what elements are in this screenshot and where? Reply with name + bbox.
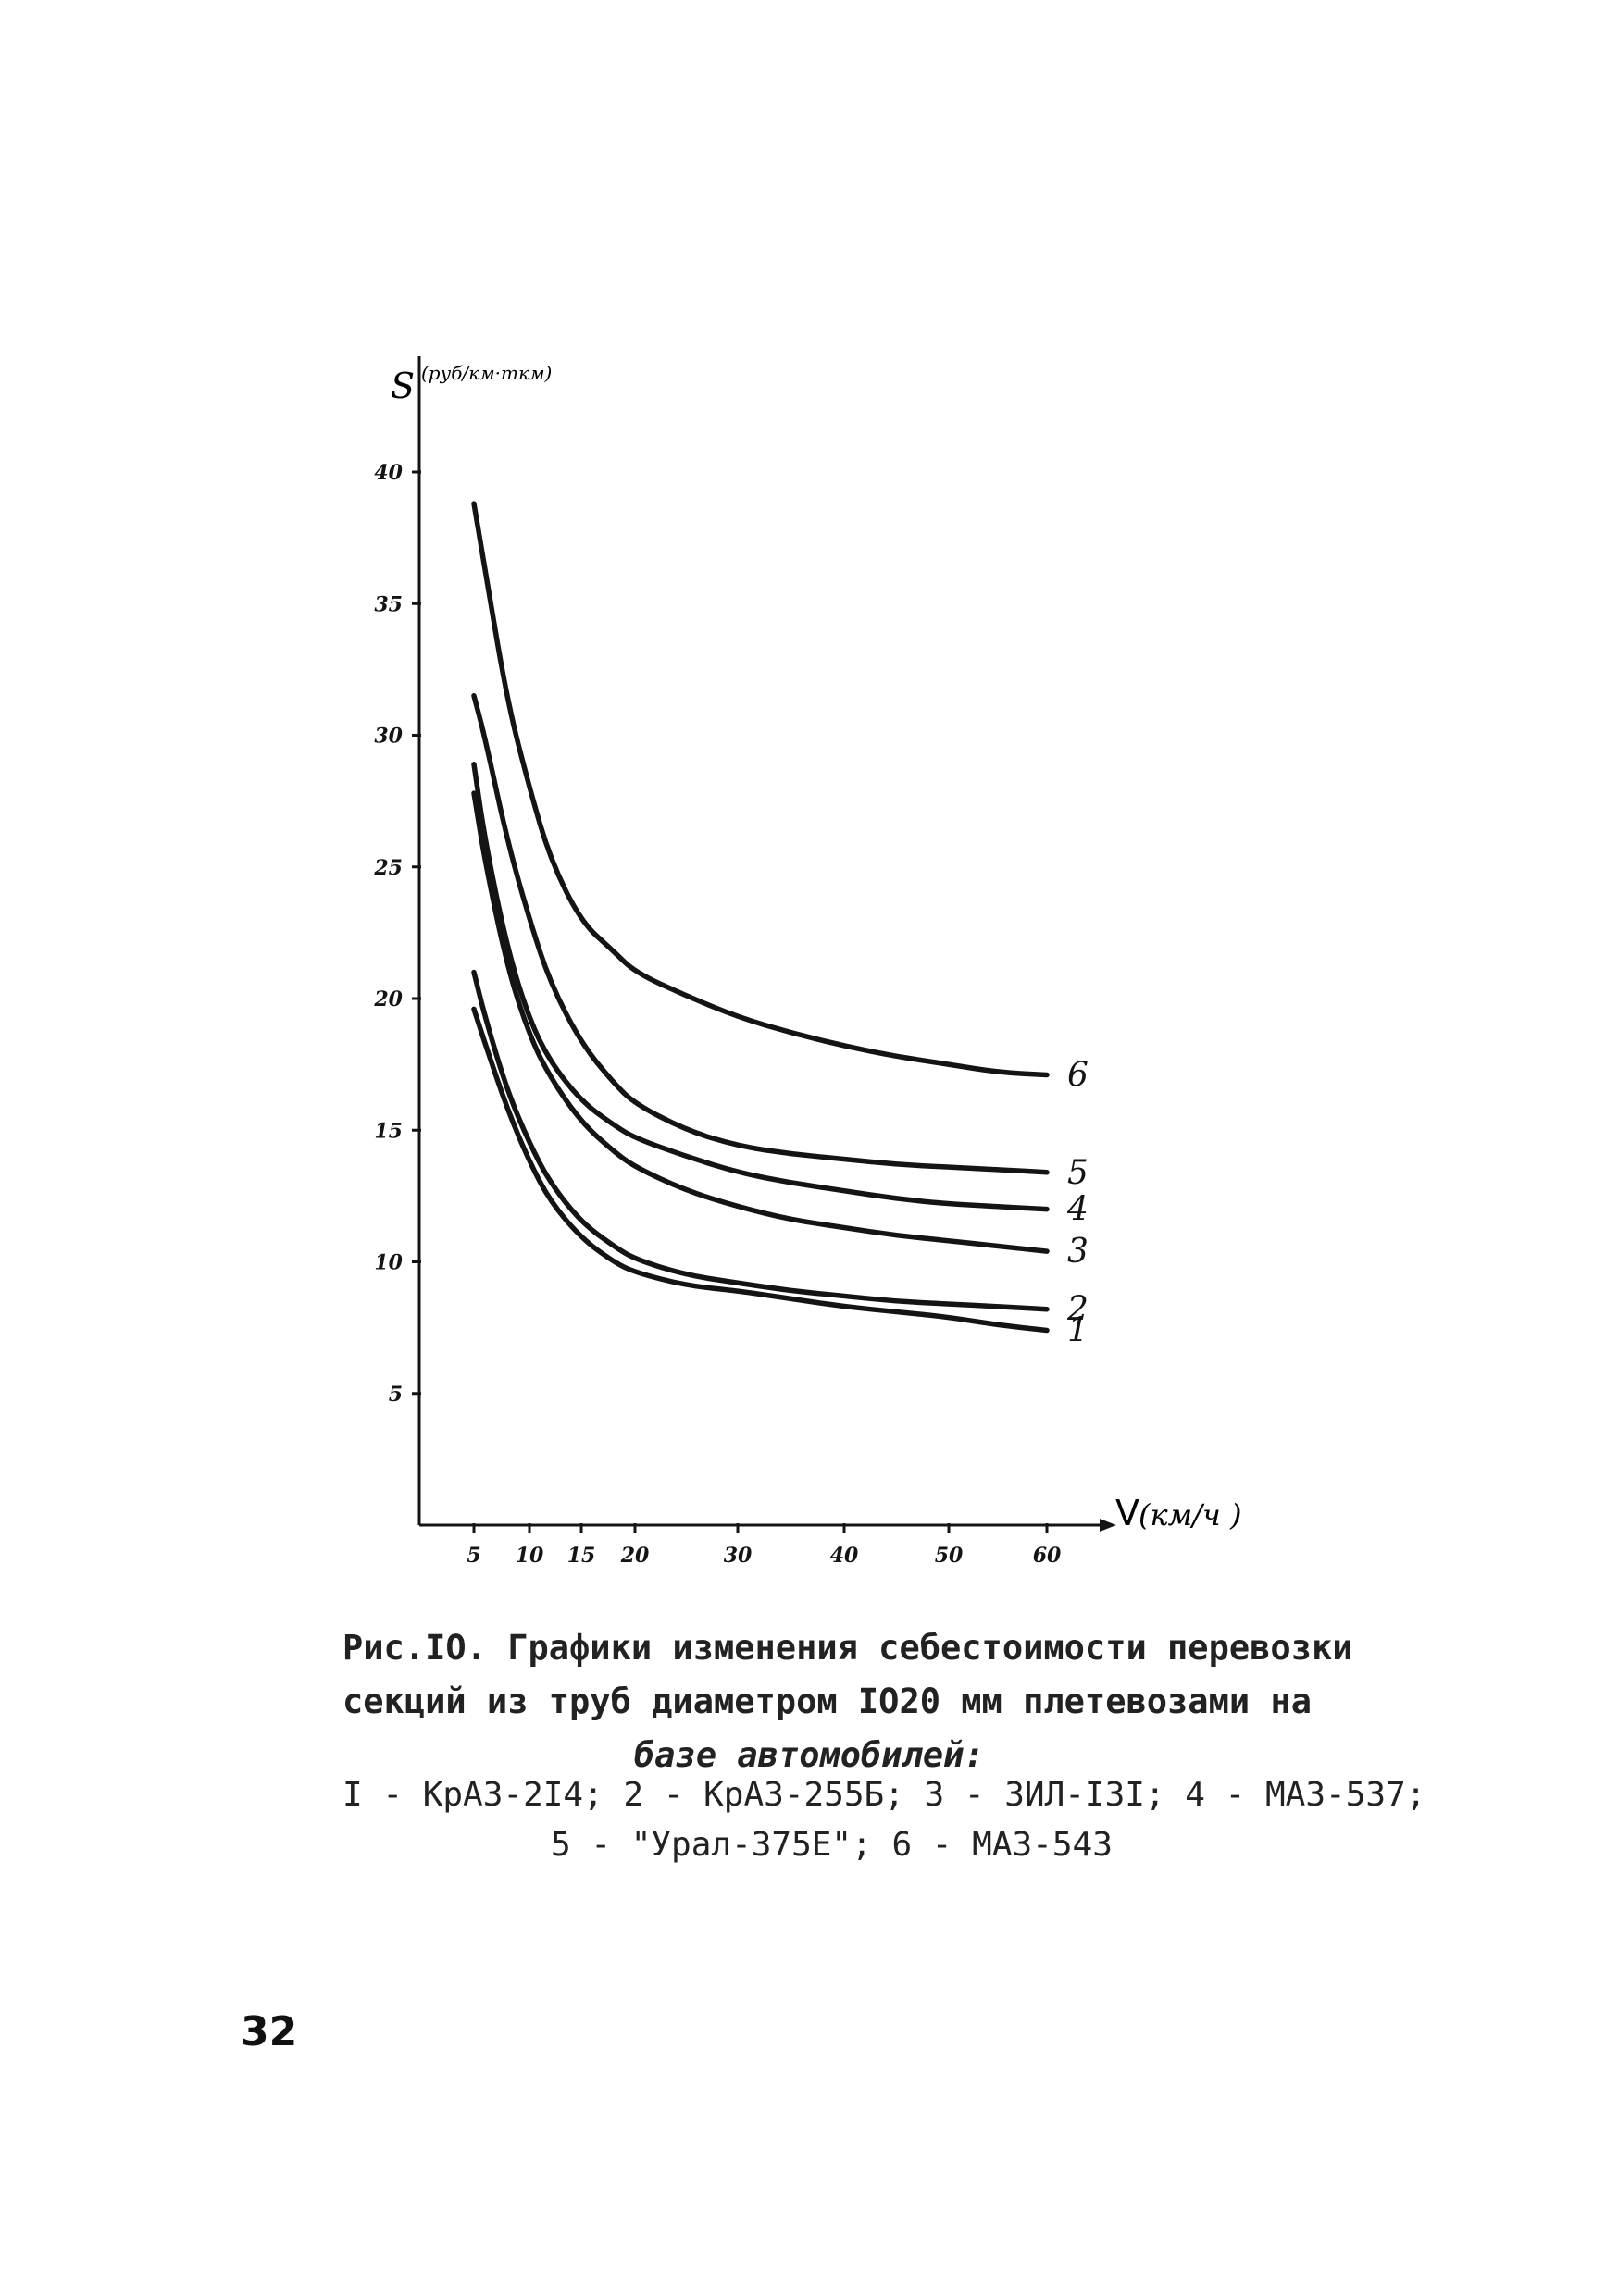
y-tick-label: 20 [373,987,403,1011]
y-ticks: 5 10 15 20 25 30 35 40 [373,461,421,1407]
legend-line-1: I - КрАЗ-2I4; 2 - КрАЗ-255Б; 3 - ЗИЛ-I3I… [342,1776,1426,1814]
legend-line-2: 5 - "Урал-375Е"; 6 - МАЗ-543 [551,1826,1113,1864]
x-tick-label: 15 [567,1544,596,1568]
x-tick-label: 30 [724,1544,753,1568]
series-label-6: 6 [1067,1057,1089,1095]
x-tick-label: 40 [830,1544,859,1568]
y-tick-label: 40 [374,461,403,485]
y-tick-label: 15 [374,1119,403,1143]
x-tick-label: 5 [467,1544,480,1568]
x-tick-label: 50 [935,1544,964,1568]
series-line-6 [471,501,1050,1078]
x-ticks: 5 10 15 20 30 40 50 60 [467,1523,1062,1568]
y-tick-label: 30 [374,725,403,749]
series-line-1 [471,1006,1050,1334]
series-line-4 [471,762,1050,1212]
caption-line-3: базе автомобилей: [634,1735,985,1775]
x-tick-label: 20 [620,1544,650,1568]
y-tick-label: 35 [374,592,403,616]
caption-line-1: Рис.IO. Графики изменения себестоимости … [342,1628,1353,1668]
series-label-3: 3 [1067,1233,1089,1271]
x-axis-label: V [1115,1493,1139,1533]
y-tick-label: 5 [389,1383,403,1407]
x-axis-unit: (км/ч ) [1139,1497,1241,1533]
series-label-1: 1 [1067,1311,1089,1349]
series-line-3 [471,790,1050,1254]
series-lines [471,501,1050,1334]
x-axis-arrow [1100,1519,1116,1532]
y-axis-label: S [391,366,415,406]
caption-line-2: секций из труб диаметром IO20 мм плетево… [342,1682,1312,1721]
x-tick-label: 10 [516,1544,544,1568]
y-tick-label: 10 [374,1251,403,1275]
series-label-5: 5 [1067,1154,1089,1192]
series-line-5 [471,693,1050,1175]
series-label-2: 2 [1066,1291,1089,1329]
y-axis-unit: (руб/км·ткм) [421,362,552,384]
series-labels: 12 3 45 6 [1066,1057,1089,1350]
axes [417,356,1116,1532]
y-tick-label: 25 [373,856,403,880]
page-number: 32 [241,2008,298,2055]
x-tick-label: 60 [1033,1544,1062,1568]
series-label-4: 4 [1066,1191,1089,1229]
series-line-2 [471,969,1050,1312]
